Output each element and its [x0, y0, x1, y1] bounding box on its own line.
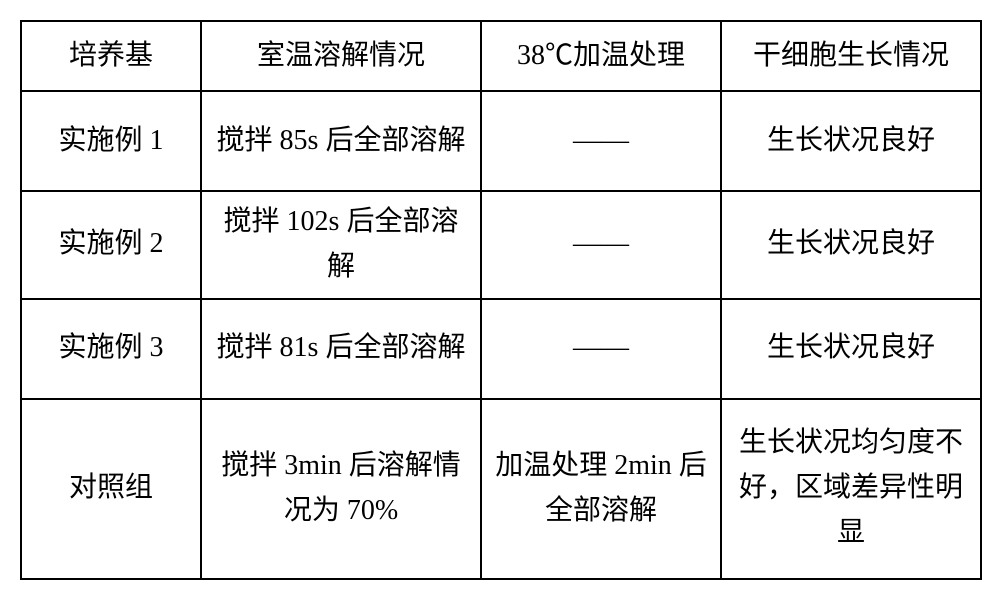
cell-value: —— [481, 299, 721, 399]
col-header-room-temp: 室温溶解情况 [201, 21, 481, 91]
cell-value: —— [481, 191, 721, 299]
cell-value: 搅拌 85s 后全部溶解 [201, 91, 481, 191]
table-row: 实施例 2 搅拌 102s 后全部溶解 —— 生长状况良好 [21, 191, 981, 299]
col-header-stem-cell-growth: 干细胞生长情况 [721, 21, 981, 91]
cell-row-label: 实施例 1 [21, 91, 201, 191]
cell-value: 搅拌 81s 后全部溶解 [201, 299, 481, 399]
table-row: 实施例 3 搅拌 81s 后全部溶解 —— 生长状况良好 [21, 299, 981, 399]
cell-value: 搅拌 102s 后全部溶解 [201, 191, 481, 299]
cell-row-label: 实施例 3 [21, 299, 201, 399]
col-header-medium: 培养基 [21, 21, 201, 91]
cell-row-label: 对照组 [21, 399, 201, 579]
table-row: 对照组 搅拌 3min 后溶解情况为 70% 加温处理 2min 后全部溶解 生… [21, 399, 981, 579]
cell-value: 生长状况良好 [721, 191, 981, 299]
cell-value: —— [481, 91, 721, 191]
cell-value: 生长状况均匀度不好，区域差异性明显 [721, 399, 981, 579]
cell-value: 加温处理 2min 后全部溶解 [481, 399, 721, 579]
table-row: 实施例 1 搅拌 85s 后全部溶解 —— 生长状况良好 [21, 91, 981, 191]
cell-value: 生长状况良好 [721, 91, 981, 191]
table-header-row: 培养基 室温溶解情况 38℃加温处理 干细胞生长情况 [21, 21, 981, 91]
col-header-heat-treatment: 38℃加温处理 [481, 21, 721, 91]
data-table: 培养基 室温溶解情况 38℃加温处理 干细胞生长情况 实施例 1 搅拌 85s … [20, 20, 982, 580]
cell-value: 生长状况良好 [721, 299, 981, 399]
cell-row-label: 实施例 2 [21, 191, 201, 299]
cell-value: 搅拌 3min 后溶解情况为 70% [201, 399, 481, 579]
